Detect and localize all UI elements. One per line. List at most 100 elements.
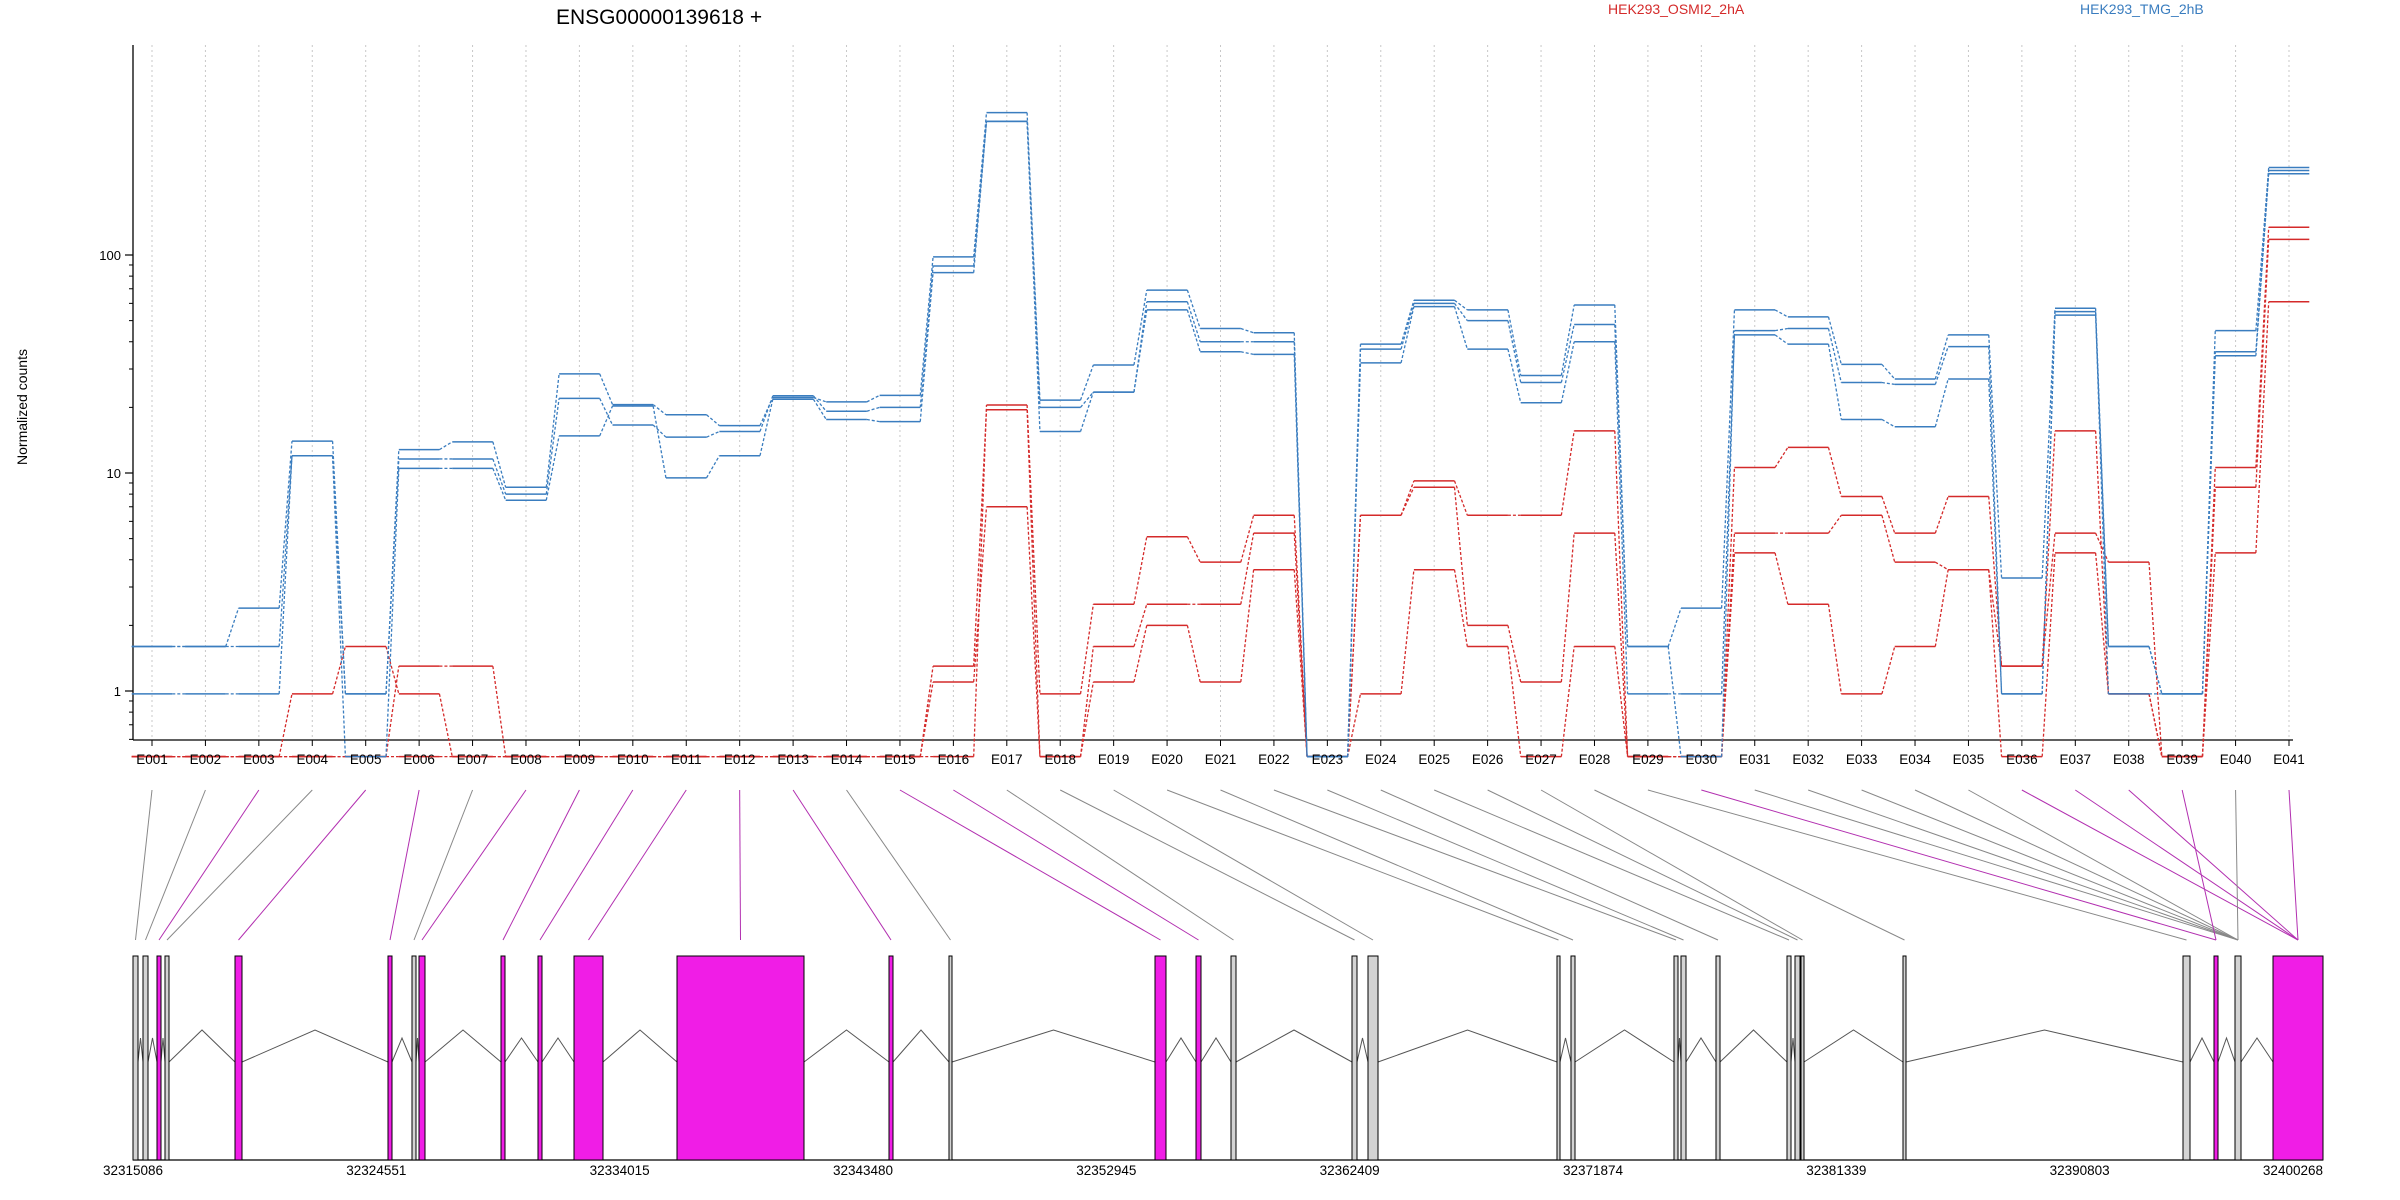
series-transition bbox=[2041, 308, 2056, 578]
y-axis-label: Normalized counts bbox=[14, 349, 30, 465]
exon-connector bbox=[1594, 789, 1905, 941]
coordinate-label: 32324551 bbox=[346, 1163, 406, 1178]
series-transition bbox=[1934, 346, 1949, 385]
series-transition bbox=[1667, 607, 1682, 647]
intron bbox=[2189, 1036, 2215, 1063]
series-transition bbox=[1934, 496, 1949, 534]
series-transition bbox=[1614, 304, 1629, 647]
exon-connector bbox=[539, 789, 634, 941]
series-transition bbox=[919, 272, 934, 422]
series-transition bbox=[652, 404, 667, 416]
series-transition bbox=[866, 394, 880, 403]
series-transition bbox=[759, 399, 774, 456]
exon-block bbox=[164, 955, 170, 1161]
series-transition bbox=[2201, 330, 2216, 694]
intron bbox=[803, 1029, 890, 1063]
series-transition bbox=[278, 455, 293, 647]
series-transition bbox=[919, 256, 934, 396]
series-transition bbox=[1026, 506, 1041, 757]
series-transition bbox=[973, 409, 988, 667]
coordinate-label: 32343480 bbox=[833, 1163, 893, 1178]
series-transition bbox=[1133, 625, 1148, 683]
intron bbox=[1200, 1037, 1232, 1063]
series-transition bbox=[1507, 320, 1522, 383]
series-transition bbox=[1079, 364, 1094, 401]
series-transition bbox=[1881, 363, 1896, 380]
series-transition bbox=[1133, 290, 1148, 366]
series-transition bbox=[1186, 309, 1201, 352]
coordinate-label: 32334015 bbox=[590, 1163, 650, 1178]
exon-connector bbox=[588, 789, 687, 941]
series-transition bbox=[2094, 308, 2110, 647]
exon-block bbox=[418, 955, 426, 1161]
series-transition bbox=[1240, 532, 1255, 605]
series-transition bbox=[1133, 536, 1148, 605]
series-transition bbox=[706, 430, 720, 438]
intron bbox=[160, 1037, 166, 1063]
intron bbox=[241, 1029, 389, 1063]
exon-block bbox=[1154, 955, 1167, 1161]
exon-block bbox=[1230, 955, 1237, 1161]
series-transition bbox=[1881, 646, 1896, 695]
exon-connector bbox=[2021, 789, 2299, 941]
series-transition bbox=[1827, 328, 1842, 383]
exon-block bbox=[1195, 955, 1202, 1161]
exon-label: E018 bbox=[1044, 752, 1076, 767]
exon-block bbox=[2213, 955, 2219, 1161]
series-transition bbox=[492, 441, 507, 488]
exon-connector bbox=[2128, 789, 2299, 941]
series-transition bbox=[652, 424, 667, 438]
series-transition bbox=[2148, 646, 2163, 695]
exon-label: E005 bbox=[350, 752, 382, 767]
exon-connector bbox=[1968, 789, 2239, 941]
series-transition bbox=[2094, 430, 2110, 694]
exon-connector bbox=[389, 789, 420, 941]
series-transition bbox=[866, 418, 880, 423]
exon-label: E024 bbox=[1365, 752, 1397, 767]
intron bbox=[1165, 1037, 1197, 1063]
exon-label: E010 bbox=[617, 752, 649, 767]
series-transition bbox=[1720, 309, 1736, 609]
exon-label: E006 bbox=[403, 752, 435, 767]
exon-label: E017 bbox=[991, 752, 1023, 767]
exon-connector bbox=[1113, 789, 1374, 941]
series-transition bbox=[2255, 301, 2270, 553]
exon-block bbox=[1794, 955, 1801, 1161]
series-transition bbox=[1453, 306, 1468, 350]
series-transition bbox=[1347, 515, 1362, 757]
series-transition bbox=[706, 414, 720, 427]
series-transition bbox=[545, 435, 560, 501]
series-transition bbox=[545, 373, 560, 488]
series-transition bbox=[492, 458, 507, 495]
exon-label: E027 bbox=[1525, 752, 1557, 767]
exon-block bbox=[537, 955, 543, 1161]
series-transition bbox=[1560, 430, 1575, 516]
intron bbox=[1685, 1037, 1717, 1063]
intron bbox=[391, 1036, 413, 1063]
y-tick-label: 100 bbox=[99, 248, 121, 263]
exon-block bbox=[948, 955, 953, 1161]
exon-block bbox=[2272, 955, 2324, 1161]
exon-label: E033 bbox=[1846, 752, 1878, 767]
exon-block bbox=[1902, 955, 1907, 1161]
exon-label: E011 bbox=[671, 752, 702, 767]
exon-connector bbox=[413, 789, 474, 941]
exon-connector bbox=[1487, 789, 1798, 941]
series-transition bbox=[812, 398, 827, 420]
series-transition bbox=[973, 405, 988, 757]
exon-block bbox=[1556, 955, 1561, 1161]
exon-connector bbox=[1327, 789, 1684, 941]
series-transition bbox=[1774, 447, 1789, 468]
series-transition bbox=[2201, 467, 2216, 757]
series-transition bbox=[1240, 351, 1254, 356]
series-transition bbox=[331, 441, 347, 694]
coordinate-label: 32315086 bbox=[103, 1163, 163, 1178]
exon-label: E012 bbox=[724, 752, 756, 767]
series-transition bbox=[1774, 327, 1788, 332]
series-transition bbox=[2255, 227, 2270, 468]
intron bbox=[1790, 1037, 1796, 1063]
series-transition bbox=[2041, 430, 2056, 667]
series-transition bbox=[1186, 536, 1201, 563]
series-lines bbox=[131, 111, 2310, 758]
exon-block bbox=[1351, 955, 1358, 1161]
